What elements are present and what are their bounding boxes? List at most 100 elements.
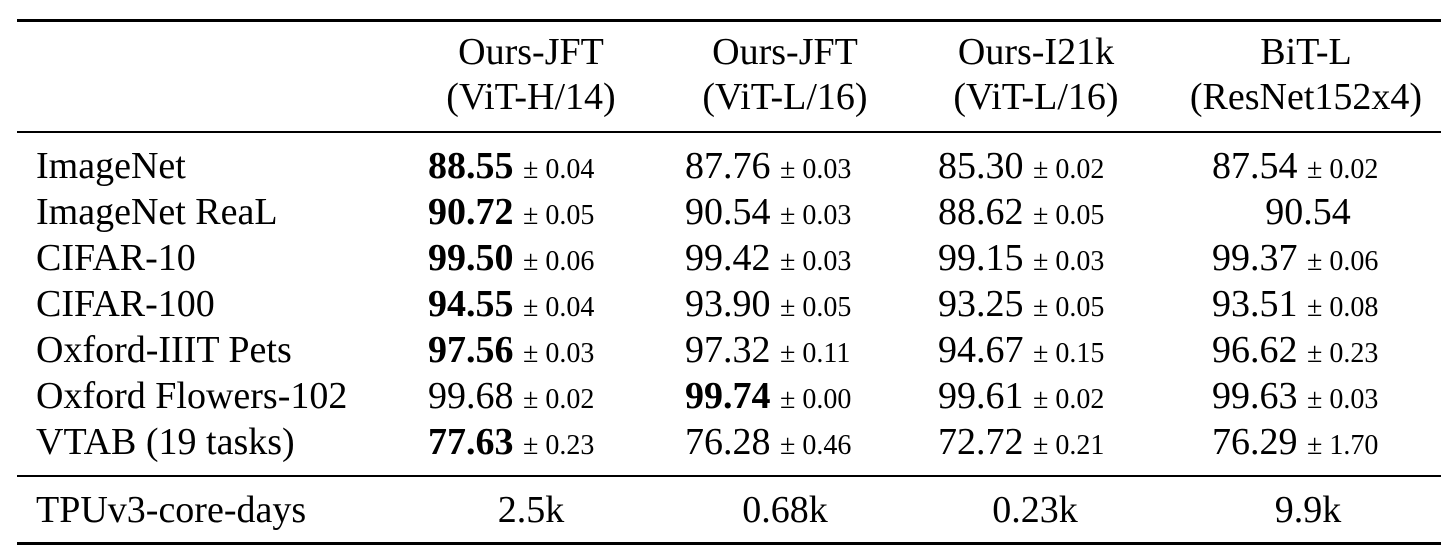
std-dev: ± 0.04 bbox=[523, 292, 595, 323]
score-value: 72.72 bbox=[938, 421, 1024, 463]
table-cell: 99.61 ± 0.02 bbox=[938, 373, 1104, 423]
std-dev: ± 0.46 bbox=[780, 430, 852, 461]
std-dev: ± 0.04 bbox=[523, 154, 595, 185]
std-dev: ± 0.05 bbox=[523, 200, 595, 231]
score-value: 87.76 bbox=[685, 145, 771, 187]
std-dev: ± 0.03 bbox=[1033, 246, 1105, 277]
score-value: 76.29 bbox=[1212, 421, 1298, 463]
column-header-line1: Ours-JFT bbox=[458, 31, 604, 73]
row-label: Oxford-IIIT Pets bbox=[36, 329, 292, 371]
table-row: Oxford Flowers-102 99.68 ± 0.02 99.74 ± 0.… bbox=[0, 373, 1448, 419]
table-cell: 87.54 ± 0.02 bbox=[1212, 143, 1378, 193]
std-dev: ± 0.23 bbox=[1307, 338, 1379, 369]
score-value: 99.37 bbox=[1212, 237, 1298, 279]
table-cell: 99.74 ± 0.00 bbox=[685, 373, 851, 423]
std-dev: ± 0.21 bbox=[1033, 430, 1105, 461]
table-cell: 72.72 ± 0.21 bbox=[938, 419, 1104, 469]
row-label: ImageNet ReaL bbox=[36, 191, 278, 233]
std-dev: ± 0.03 bbox=[523, 338, 595, 369]
footer-value: 9.9k bbox=[1274, 489, 1342, 531]
std-dev: ± 0.11 bbox=[780, 338, 851, 369]
score-value: 99.61 bbox=[938, 375, 1024, 417]
table-cell: 94.55 ± 0.04 bbox=[428, 281, 594, 331]
table-row: CIFAR-10 99.50 ± 0.06 99.42 ± 0.03 99.15 ± … bbox=[0, 235, 1448, 281]
std-dev: ± 0.05 bbox=[1033, 200, 1105, 231]
table-cell: 93.25 ± 0.05 bbox=[938, 281, 1104, 331]
table-cell: 94.67 ± 0.15 bbox=[938, 327, 1104, 377]
score-value: 90.54 bbox=[1265, 191, 1351, 233]
score-value: 93.51 bbox=[1212, 283, 1298, 325]
table-cell: 99.68 ± 0.02 bbox=[428, 373, 594, 423]
std-dev: ± 0.03 bbox=[780, 154, 852, 185]
footer-rule bbox=[17, 475, 1441, 477]
std-dev: ± 0.05 bbox=[1033, 292, 1105, 323]
score-value: 93.90 bbox=[685, 283, 771, 325]
score-value: 87.54 bbox=[1212, 145, 1298, 187]
column-header-line1: BiT-L bbox=[1260, 31, 1352, 73]
table-cell: 93.51 ± 0.08 bbox=[1212, 281, 1378, 331]
std-dev: ± 0.03 bbox=[1307, 384, 1379, 415]
table-row: VTAB (19 tasks) 77.63 ± 0.23 76.28 ± 0.46 7… bbox=[0, 419, 1448, 465]
table-cell: 88.55 ± 0.04 bbox=[428, 143, 594, 193]
table-cell: 99.42 ± 0.03 bbox=[685, 235, 851, 285]
std-dev: ± 0.02 bbox=[1033, 384, 1105, 415]
row-label: TPUv3-core-days bbox=[36, 489, 307, 531]
column-header-line1: Ours-JFT bbox=[712, 31, 858, 73]
footer-value: 0.68k bbox=[742, 489, 828, 531]
table-cell: 77.63 ± 0.23 bbox=[428, 419, 594, 469]
std-dev: ± 1.70 bbox=[1307, 430, 1379, 461]
score-value: 96.62 bbox=[1212, 329, 1298, 371]
table-cell: 90.72 ± 0.05 bbox=[428, 189, 594, 239]
column-header-line2: (ViT-H/14) bbox=[446, 76, 616, 118]
row-label: ImageNet bbox=[36, 145, 186, 187]
table-cell: 85.30 ± 0.02 bbox=[938, 143, 1104, 193]
row-label: Oxford Flowers-102 bbox=[36, 375, 348, 417]
score-value: 99.63 bbox=[1212, 375, 1298, 417]
footer-value: 2.5k bbox=[497, 489, 565, 531]
bottom-rule bbox=[17, 542, 1441, 545]
header-rule bbox=[17, 131, 1441, 133]
table-cell: 93.90 ± 0.05 bbox=[685, 281, 851, 331]
std-dev: ± 0.02 bbox=[1033, 154, 1105, 185]
score-value: 85.30 bbox=[938, 145, 1024, 187]
score-value: 88.62 bbox=[938, 191, 1024, 233]
row-label: VTAB (19 tasks) bbox=[36, 421, 295, 463]
std-dev: ± 0.03 bbox=[780, 246, 852, 277]
score-value: 93.25 bbox=[938, 283, 1024, 325]
table-cell: 99.37 ± 0.06 bbox=[1212, 235, 1378, 285]
table-cell: 96.62 ± 0.23 bbox=[1212, 327, 1378, 377]
column-header-1: Ours-JFT (ViT-H/14) bbox=[418, 30, 644, 120]
table-cell: 97.56 ± 0.03 bbox=[428, 327, 594, 377]
row-label: CIFAR-10 bbox=[36, 237, 196, 279]
table-cell: 99.15 ± 0.03 bbox=[938, 235, 1104, 285]
best-score-value: 97.56 bbox=[428, 329, 514, 371]
table-cell: 90.54 ± 0.03 bbox=[685, 189, 851, 239]
best-score-value: 99.50 bbox=[428, 237, 514, 279]
std-dev: ± 0.15 bbox=[1033, 338, 1105, 369]
std-dev: ± 0.23 bbox=[523, 430, 595, 461]
score-value: 94.67 bbox=[938, 329, 1024, 371]
column-header-line1: Ours-I21k bbox=[957, 31, 1115, 73]
table-cell: 90.54 bbox=[1212, 189, 1404, 235]
top-rule bbox=[17, 19, 1441, 22]
score-value: 76.28 bbox=[685, 421, 771, 463]
table-cell: 87.76 ± 0.03 bbox=[685, 143, 851, 193]
score-value: 97.32 bbox=[685, 329, 771, 371]
footer-value: 0.23k bbox=[992, 489, 1078, 531]
std-dev: ± 0.02 bbox=[523, 384, 595, 415]
std-dev: ± 0.06 bbox=[1307, 246, 1379, 277]
score-value: 90.54 bbox=[685, 191, 771, 233]
table-row: ImageNet ReaL 90.72 ± 0.05 90.54 ± 0.03 88.… bbox=[0, 189, 1448, 235]
column-header-4: BiT-L (ResNet152x4) bbox=[1168, 30, 1444, 120]
score-value: 99.42 bbox=[685, 237, 771, 279]
best-score-value: 94.55 bbox=[428, 283, 514, 325]
footer-row: TPUv3-core-days 2.5k 0.68k 0.23k 9.9k bbox=[0, 487, 1448, 533]
best-score-value: 77.63 bbox=[428, 421, 514, 463]
table-row: CIFAR-100 94.55 ± 0.04 93.90 ± 0.05 93.25 ±… bbox=[0, 281, 1448, 327]
column-header-line2: (ViT-L/16) bbox=[702, 76, 868, 118]
std-dev: ± 0.06 bbox=[523, 246, 595, 277]
table-cell: 88.62 ± 0.05 bbox=[938, 189, 1104, 239]
table-cell: 76.28 ± 0.46 bbox=[685, 419, 851, 469]
row-label: CIFAR-100 bbox=[36, 283, 215, 325]
